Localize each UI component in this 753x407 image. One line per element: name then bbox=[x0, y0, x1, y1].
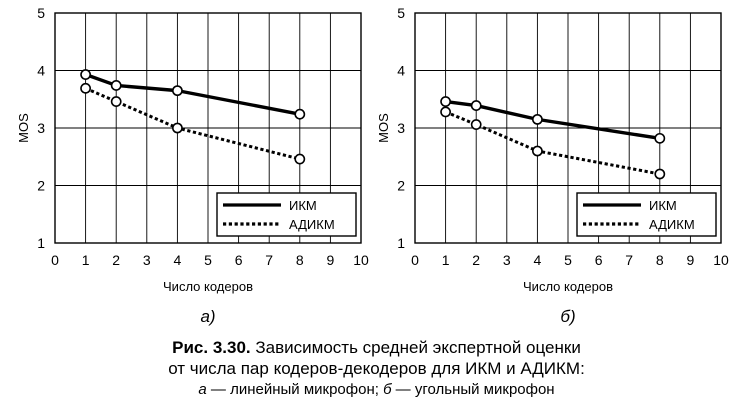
panel-label: б) bbox=[560, 307, 575, 326]
y-tick-label: 4 bbox=[397, 63, 405, 79]
legend-box bbox=[576, 192, 717, 237]
x-tick-label: 5 bbox=[564, 252, 572, 268]
y-axis-label: MOS bbox=[16, 113, 31, 143]
x-axis-label: Число кодеров bbox=[523, 279, 613, 294]
y-tick-label: 2 bbox=[37, 178, 45, 194]
series-line-ikm bbox=[85, 72, 301, 116]
legend-box bbox=[216, 192, 357, 237]
legend-label-ikm: ИКМ bbox=[649, 198, 677, 213]
x-tick-label: 0 bbox=[411, 252, 419, 268]
x-tick-label: 9 bbox=[687, 252, 695, 268]
data-point-adikm bbox=[80, 82, 91, 94]
y-tick-label: 2 bbox=[397, 178, 405, 194]
data-point-ikm bbox=[110, 80, 122, 91]
x-tick-label: 5 bbox=[204, 252, 212, 268]
caption-letter-b: б bbox=[383, 381, 392, 398]
data-point-ikm bbox=[654, 132, 666, 144]
caption-text-a: — линейный микрофон; bbox=[206, 381, 384, 398]
x-tick-label: 0 bbox=[51, 252, 59, 268]
figure-number: Рис. 3.30. bbox=[172, 338, 251, 357]
plot-frame bbox=[414, 12, 722, 244]
series-line-adikm bbox=[445, 110, 661, 176]
data-point-adikm bbox=[532, 145, 543, 157]
legend-label-adikm: АДИКМ bbox=[649, 217, 695, 232]
data-point-adikm bbox=[294, 153, 306, 165]
x-axis-label: Число кодеров bbox=[163, 279, 253, 294]
caption-line-1: Рис. 3.30. Зависимость средней экспертно… bbox=[0, 338, 753, 358]
caption-line-3: а — линейный микрофон; б — угольный микр… bbox=[0, 381, 753, 399]
legend-label-adikm: АДИКМ bbox=[289, 217, 335, 232]
x-tick-label: 8 bbox=[296, 252, 304, 268]
caption-line-2: от числа пар кодеров-декодеров для ИКМ и… bbox=[168, 359, 585, 378]
x-tick-label: 4 bbox=[534, 252, 542, 268]
caption-title: Зависимость средней экспертной оценки bbox=[255, 338, 581, 357]
x-tick-label: 9 bbox=[327, 252, 335, 268]
data-point-ikm bbox=[532, 113, 543, 125]
data-point-adikm bbox=[110, 96, 122, 107]
legend-label-ikm: ИКМ bbox=[289, 198, 317, 213]
y-tick-label: 5 bbox=[37, 5, 45, 21]
x-tick-label: 7 bbox=[265, 252, 273, 268]
series-line-ikm bbox=[445, 99, 661, 141]
data-point-ikm bbox=[470, 100, 482, 111]
data-point-ikm bbox=[80, 69, 91, 80]
x-tick-label: 3 bbox=[143, 252, 151, 268]
data-point-adikm bbox=[440, 106, 451, 118]
data-point-ikm bbox=[440, 96, 451, 107]
caption-letter-a: а bbox=[198, 381, 207, 398]
y-axis-label: MOS bbox=[376, 113, 391, 143]
y-tick-label: 4 bbox=[37, 63, 45, 79]
x-tick-label: 3 bbox=[503, 252, 511, 268]
series-line-adikm bbox=[85, 86, 301, 161]
x-tick-label: 6 bbox=[235, 252, 243, 268]
x-tick-label: 2 bbox=[112, 252, 120, 268]
y-tick-label: 1 bbox=[397, 235, 405, 251]
y-tick-label: 1 bbox=[37, 235, 45, 251]
data-point-adikm bbox=[654, 168, 666, 180]
y-tick-label: 3 bbox=[397, 120, 405, 136]
data-point-ikm bbox=[171, 85, 183, 97]
caption-text-b: — угольный микрофон bbox=[391, 381, 555, 398]
data-point-ikm bbox=[294, 108, 306, 120]
x-tick-label: 10 bbox=[713, 252, 729, 268]
plot-frame bbox=[54, 12, 362, 244]
y-tick-label: 3 bbox=[37, 120, 45, 136]
x-tick-label: 2 bbox=[472, 252, 480, 268]
x-tick-label: 1 bbox=[82, 252, 90, 268]
x-tick-label: 4 bbox=[174, 252, 182, 268]
x-tick-label: 7 bbox=[625, 252, 633, 268]
x-tick-label: 8 bbox=[656, 252, 664, 268]
x-tick-label: 10 bbox=[353, 252, 369, 268]
x-tick-label: 1 bbox=[442, 252, 450, 268]
x-tick-label: 6 bbox=[595, 252, 603, 268]
data-point-adikm bbox=[470, 119, 482, 130]
y-tick-label: 5 bbox=[397, 5, 405, 21]
data-point-adikm bbox=[171, 122, 183, 134]
panel-label: а) bbox=[200, 307, 215, 326]
